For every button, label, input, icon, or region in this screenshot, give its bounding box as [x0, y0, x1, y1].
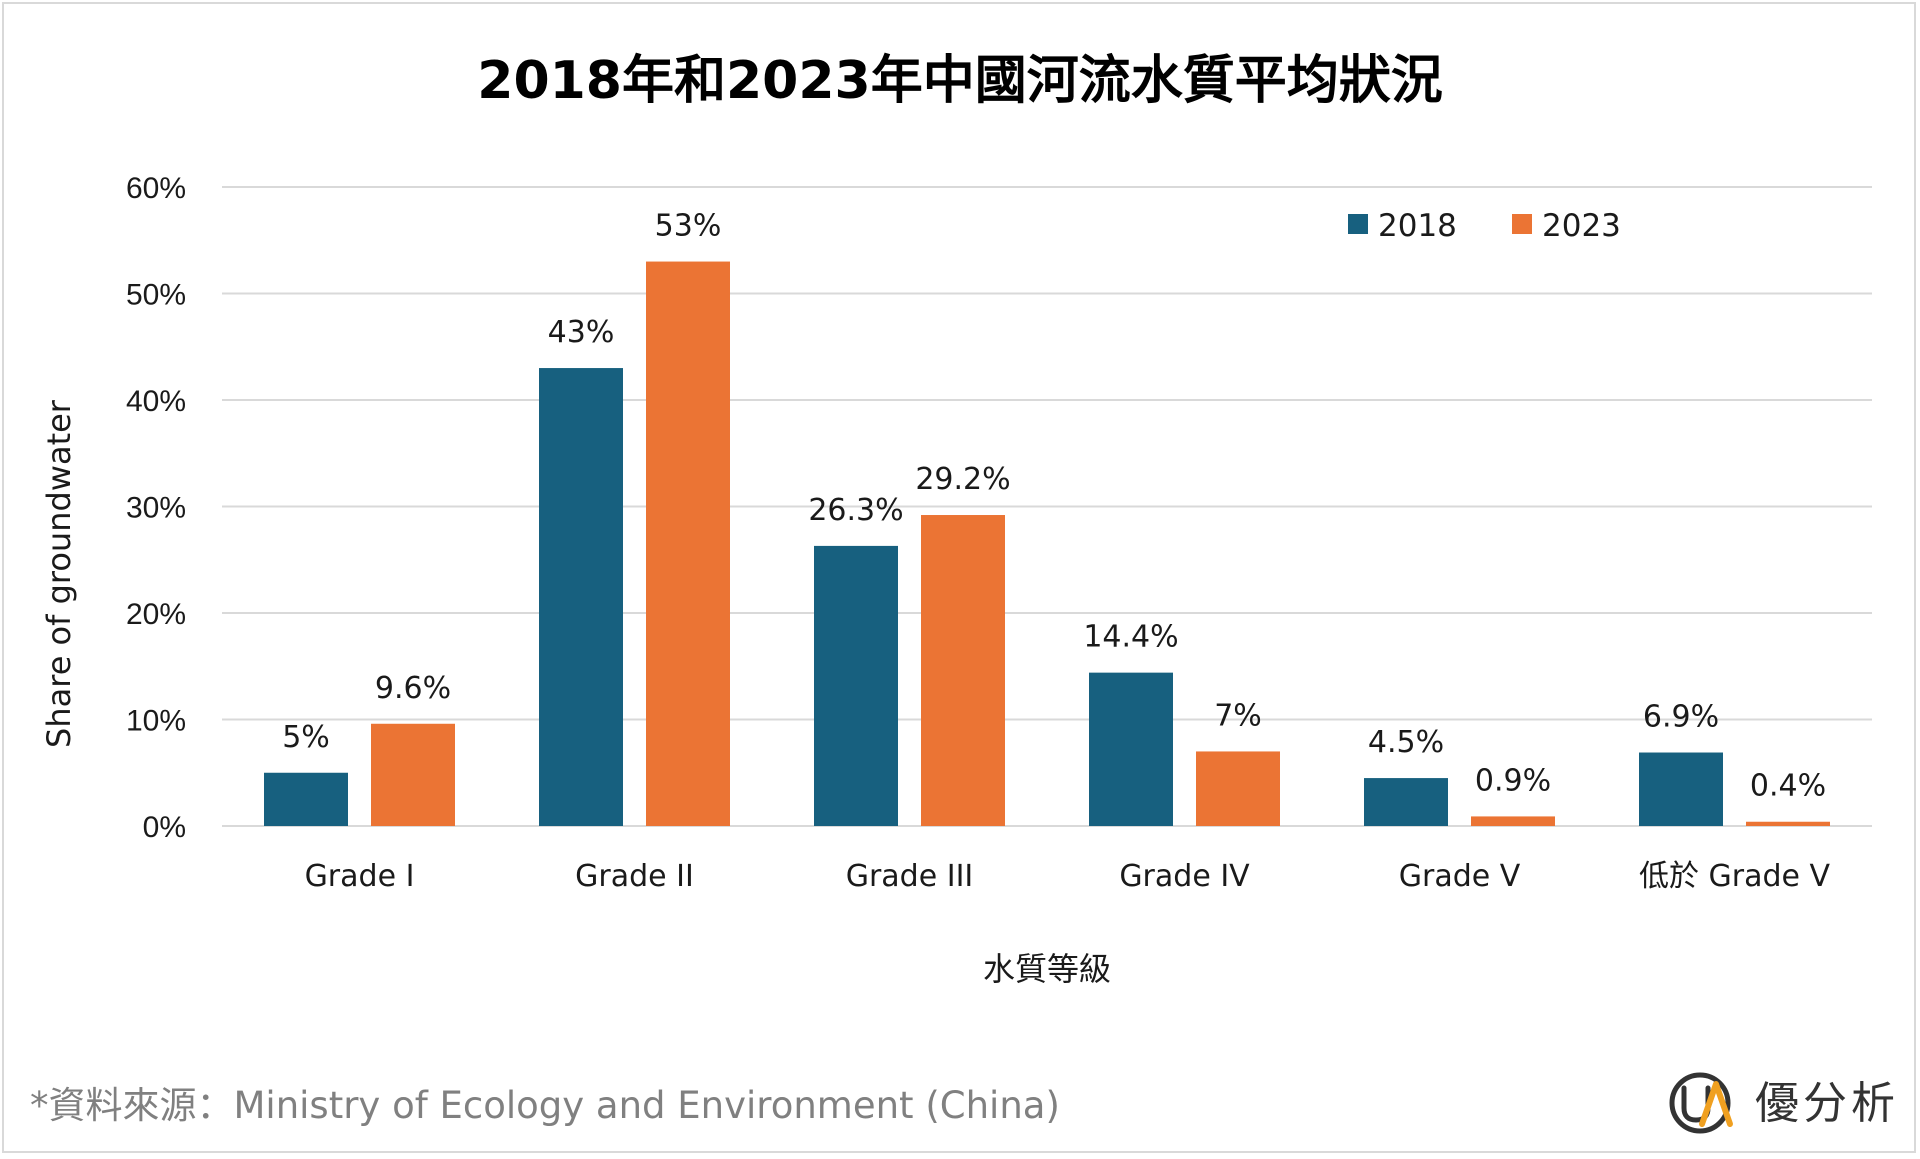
bar-2023-5 [1746, 821, 1830, 826]
data-label: 6.9% [1643, 700, 1719, 735]
data-labels: 5% 9.6% 43% 53% 26.3% 29.2% 14.4% 7% 4.5% 0.9% 6.9… [282, 209, 1826, 804]
data-label: 5% [282, 720, 330, 755]
bar-2018-0 [264, 772, 348, 826]
bar-2023-0 [371, 723, 455, 826]
bar-2018-2 [814, 545, 898, 826]
legend-label: 2023 [1542, 208, 1621, 244]
y-axis-title: Share of groundwater [40, 399, 78, 748]
x-category-label: Grade III [846, 859, 974, 894]
data-label: 53% [655, 209, 722, 244]
legend-label: 2018 [1378, 208, 1457, 244]
logo: 優分析 [1669, 1072, 1899, 1134]
x-category-label: 低於 Grade V [1639, 859, 1831, 894]
bar-2018-3 [1089, 672, 1173, 826]
legend-swatch-2018 [1348, 214, 1368, 234]
y-tick-label: 50% [126, 279, 186, 312]
x-category-label: Grade IV [1119, 859, 1250, 894]
data-label: 0.4% [1750, 769, 1826, 804]
bar-2018-4 [1364, 778, 1448, 826]
y-tick-label: 60% [126, 172, 186, 205]
bar-2023-1 [646, 261, 730, 826]
legend: 2018 2023 [1348, 208, 1621, 244]
data-label: 43% [548, 315, 615, 350]
data-label: 7% [1214, 698, 1262, 733]
y-axis-ticks: 0% 10% 20% 30% 40% 50% 60% [126, 172, 186, 844]
y-tick-label: 20% [126, 598, 186, 631]
y-tick-label: 30% [126, 492, 186, 525]
y-tick-label: 40% [126, 385, 186, 418]
y-tick-label: 0% [143, 811, 186, 844]
data-label: 4.5% [1368, 725, 1444, 760]
bar-2023-4 [1471, 816, 1555, 826]
bar-2023-3 [1196, 751, 1280, 826]
bar-2018-5 [1639, 752, 1723, 826]
bar-2023-2 [921, 515, 1005, 826]
chart-title: 2018年和2023年中國河流水質平均狀況 [477, 51, 1442, 111]
logo-mark-icon [1669, 1072, 1733, 1134]
bars [264, 261, 1830, 826]
data-label: 0.9% [1475, 763, 1551, 798]
data-label: 26.3% [808, 493, 903, 528]
x-category-label: Grade V [1399, 859, 1521, 894]
x-axis-categories: Grade I Grade II Grade III Grade IV Grade V 低… [305, 859, 1831, 894]
data-label: 9.6% [375, 671, 451, 706]
legend-swatch-2023 [1512, 214, 1532, 234]
data-label: 29.2% [915, 462, 1010, 497]
x-axis-title: 水質等級 [983, 950, 1111, 988]
x-category-label: Grade I [305, 859, 415, 894]
bar-2018-1 [539, 368, 623, 826]
data-label: 14.4% [1083, 620, 1178, 655]
y-tick-label: 10% [126, 705, 186, 738]
x-category-label: Grade II [575, 859, 694, 894]
source-note: *資料來源：Ministry of Ecology and Environmen… [30, 1084, 1060, 1127]
gridlines [222, 186, 1872, 827]
logo-text: 優分析 [1755, 1078, 1899, 1129]
